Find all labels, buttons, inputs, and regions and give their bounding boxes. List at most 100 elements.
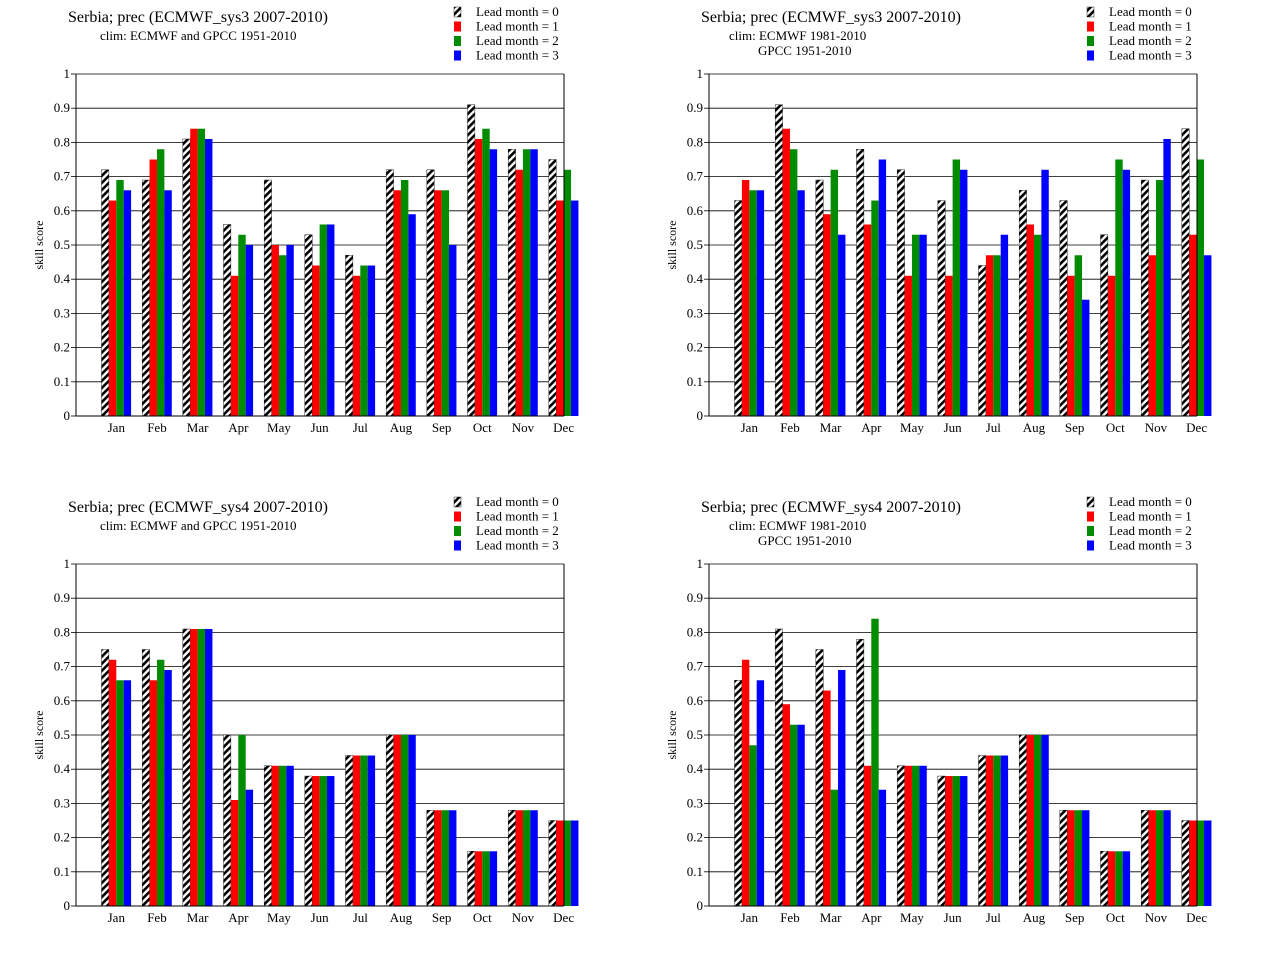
legend-swatch	[454, 540, 461, 551]
x-tick-label: Jun	[944, 420, 963, 435]
bar-mar-series-4	[838, 234, 846, 416]
bar-mar-series-2	[823, 690, 831, 906]
bar-mar-series-2	[823, 214, 831, 416]
y-tick-label: 0.6	[54, 203, 71, 218]
bar-mar-series-2	[190, 628, 198, 906]
bar-aug-series-4	[1041, 169, 1049, 416]
x-tick-label: Mar	[820, 420, 842, 435]
x-tick-label: May	[900, 910, 924, 925]
bar-feb-series-1	[774, 104, 783, 417]
bar-mar-series-1	[182, 138, 191, 417]
x-tick-label: Aug	[390, 910, 413, 925]
y-axis-label: skill score	[665, 221, 679, 270]
legend-entry: Lead month = 2	[1109, 523, 1192, 538]
legend-swatch	[454, 21, 461, 32]
bar-aug-series-1	[385, 734, 394, 907]
bar-dec-series-1	[1181, 128, 1190, 417]
chart-title: Serbia; prec (ECMWF_sys3 2007-2010)	[68, 9, 328, 26]
y-tick-label: 0.7	[687, 659, 704, 674]
bar-jun-series-2	[312, 776, 320, 906]
bar-aug-series-4	[408, 214, 416, 416]
bar-apr-series-4	[245, 245, 254, 416]
bar-may-series-4	[919, 234, 927, 416]
y-tick-label: 1	[64, 556, 71, 571]
bar-dec-series-4	[571, 200, 579, 416]
bar-feb-series-3	[156, 659, 165, 906]
x-tick-label: Feb	[780, 910, 800, 925]
legend-swatch	[1086, 6, 1095, 18]
legend-entry: Lead month = 3	[1109, 48, 1192, 63]
y-tick-label: 0.2	[54, 340, 70, 355]
y-tick-label: 0.7	[54, 659, 71, 674]
bar-nov-series-2	[1148, 255, 1156, 416]
x-tick-label: Apr	[861, 910, 882, 925]
chart-subtitle: GPCC 1951-2010	[758, 533, 852, 548]
bar-jun-series-1	[304, 775, 313, 907]
y-tick-label: 0.3	[687, 795, 703, 810]
bar-may-series-3	[278, 765, 287, 906]
bar-feb-series-2	[782, 128, 790, 416]
bar-may-series-3	[911, 234, 920, 416]
y-tick-label: 0	[697, 898, 704, 913]
bar-jun-series-4	[327, 776, 335, 906]
y-axis-label: skill score	[665, 711, 679, 760]
bar-oct-series-3	[482, 128, 490, 416]
x-tick-label: May	[267, 420, 291, 435]
x-tick-label: Dec	[553, 910, 574, 925]
bar-jun-series-3	[952, 159, 961, 416]
bar-sep-series-1	[1059, 200, 1068, 417]
bar-nov-series-4	[1163, 138, 1171, 417]
bar-nov-series-4	[1163, 810, 1171, 906]
chart-subtitle: clim: ECMWF 1981-2010	[729, 518, 866, 533]
bar-dec-series-3	[563, 169, 572, 416]
bar-dec-series-2	[1189, 234, 1197, 416]
legend-entry: Lead month = 1	[1109, 19, 1192, 34]
bar-jul-series-4	[1000, 755, 1009, 906]
bar-aug-series-3	[400, 180, 409, 416]
x-tick-label: Dec	[1186, 420, 1207, 435]
bar-dec-series-3	[563, 820, 572, 906]
bar-jan-series-3	[749, 745, 757, 906]
bar-nov-series-3	[1155, 180, 1164, 416]
bar-aug-series-1	[1018, 190, 1027, 417]
chart-panel-4: 0 0.1 0.2 0.3 0.4 0.5 0.6 0.7 0.8 0.9 1 Jan Feb Mar Ap…	[665, 494, 1212, 925]
x-tick-label: Oct	[473, 910, 492, 925]
bar-jan-series-4	[756, 680, 765, 906]
bar-feb-series-1	[141, 649, 150, 907]
y-tick-label: 0.3	[54, 795, 70, 810]
y-tick-label: 0.1	[54, 374, 70, 389]
bar-nov-series-2	[515, 169, 523, 416]
bar-jul-series-2	[352, 275, 361, 416]
x-tick-label: May	[267, 910, 291, 925]
bar-feb-series-4	[164, 190, 172, 416]
legend-swatch	[1086, 496, 1095, 508]
x-tick-label: Feb	[147, 910, 167, 925]
bar-sep-series-4	[449, 810, 457, 906]
bar-may-series-1	[896, 765, 905, 907]
bar-apr-series-1	[856, 149, 865, 417]
x-tick-label: Apr	[228, 910, 249, 925]
bar-may-series-2	[271, 245, 279, 416]
legend-swatch	[454, 526, 461, 536]
bar-sep-series-3	[441, 190, 450, 416]
bar-oct-series-2	[474, 138, 483, 417]
bar-jul-series-3	[360, 265, 368, 416]
bar-sep-series-2	[1067, 275, 1075, 416]
bar-nov-series-1	[507, 149, 516, 417]
bar-jun-series-1	[937, 775, 946, 907]
bar-may-series-2	[904, 275, 912, 416]
bar-apr-series-3	[238, 234, 246, 416]
bar-nov-series-4	[530, 810, 538, 906]
y-tick-label: 0.6	[687, 693, 704, 708]
bar-oct-series-2	[1107, 851, 1116, 906]
bar-oct-series-1	[1100, 234, 1109, 417]
bar-nov-series-1	[1140, 179, 1149, 417]
y-tick-label: 0.9	[54, 100, 70, 115]
bar-feb-series-4	[797, 190, 805, 416]
bar-sep-series-2	[434, 810, 442, 906]
bar-jun-series-4	[960, 169, 968, 416]
legend-swatch	[1087, 36, 1094, 46]
bar-oct-series-4	[1122, 851, 1131, 906]
bar-jun-series-3	[319, 224, 328, 416]
bar-apr-series-2	[230, 275, 239, 416]
